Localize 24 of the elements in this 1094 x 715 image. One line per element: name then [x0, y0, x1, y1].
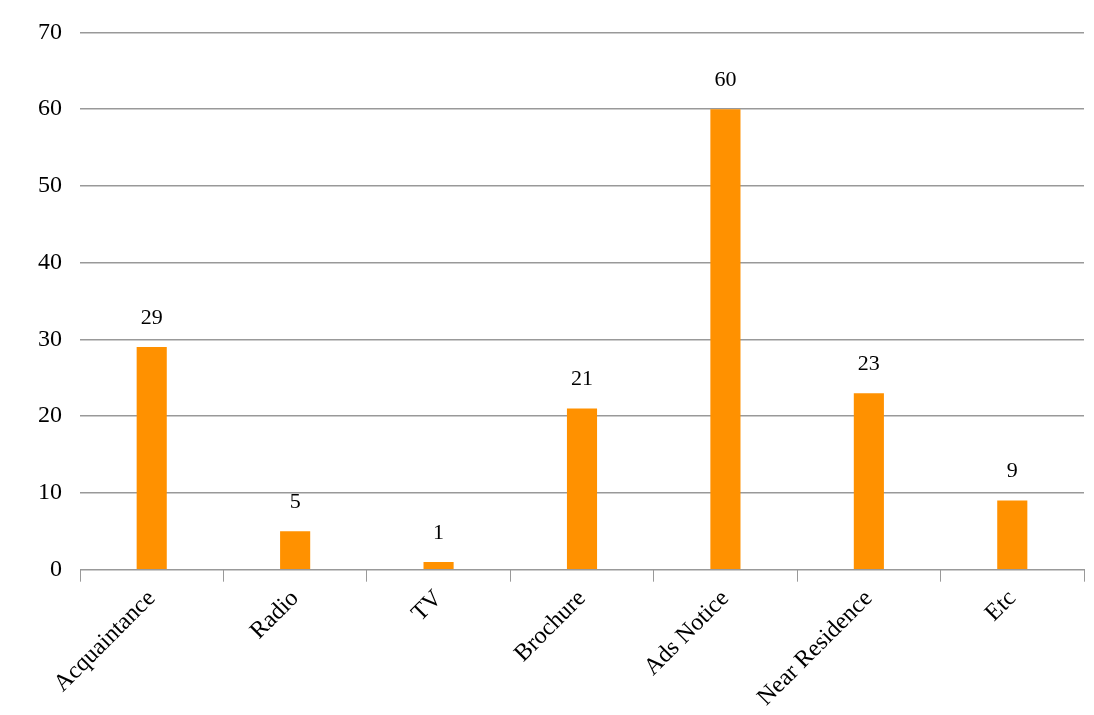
data-label: 60: [714, 65, 737, 91]
bar: [997, 500, 1028, 569]
bar: [280, 531, 311, 569]
data-label: 1: [433, 518, 445, 544]
bar: [423, 562, 454, 569]
y-tick-label: 20: [38, 401, 62, 428]
bar: [710, 109, 741, 569]
y-tick-label: 70: [38, 17, 62, 44]
y-tick-label: 50: [38, 171, 62, 198]
y-tick-label: 40: [38, 247, 62, 274]
bar: [136, 347, 167, 569]
data-label: 21: [571, 365, 593, 391]
data-label: 23: [857, 349, 880, 375]
y-tick-label: 10: [38, 478, 62, 505]
data-label: 9: [1006, 457, 1018, 483]
bar: [853, 393, 884, 569]
y-tick-label: 60: [38, 94, 62, 121]
data-label: 29: [140, 303, 163, 329]
y-tick-label: 30: [38, 324, 62, 351]
x-tick-label: Etc: [979, 584, 1021, 626]
data-label: 5: [289, 488, 301, 514]
y-tick-label: 0: [50, 554, 62, 581]
x-tick-label: TV: [405, 584, 448, 626]
bar: [566, 408, 598, 569]
